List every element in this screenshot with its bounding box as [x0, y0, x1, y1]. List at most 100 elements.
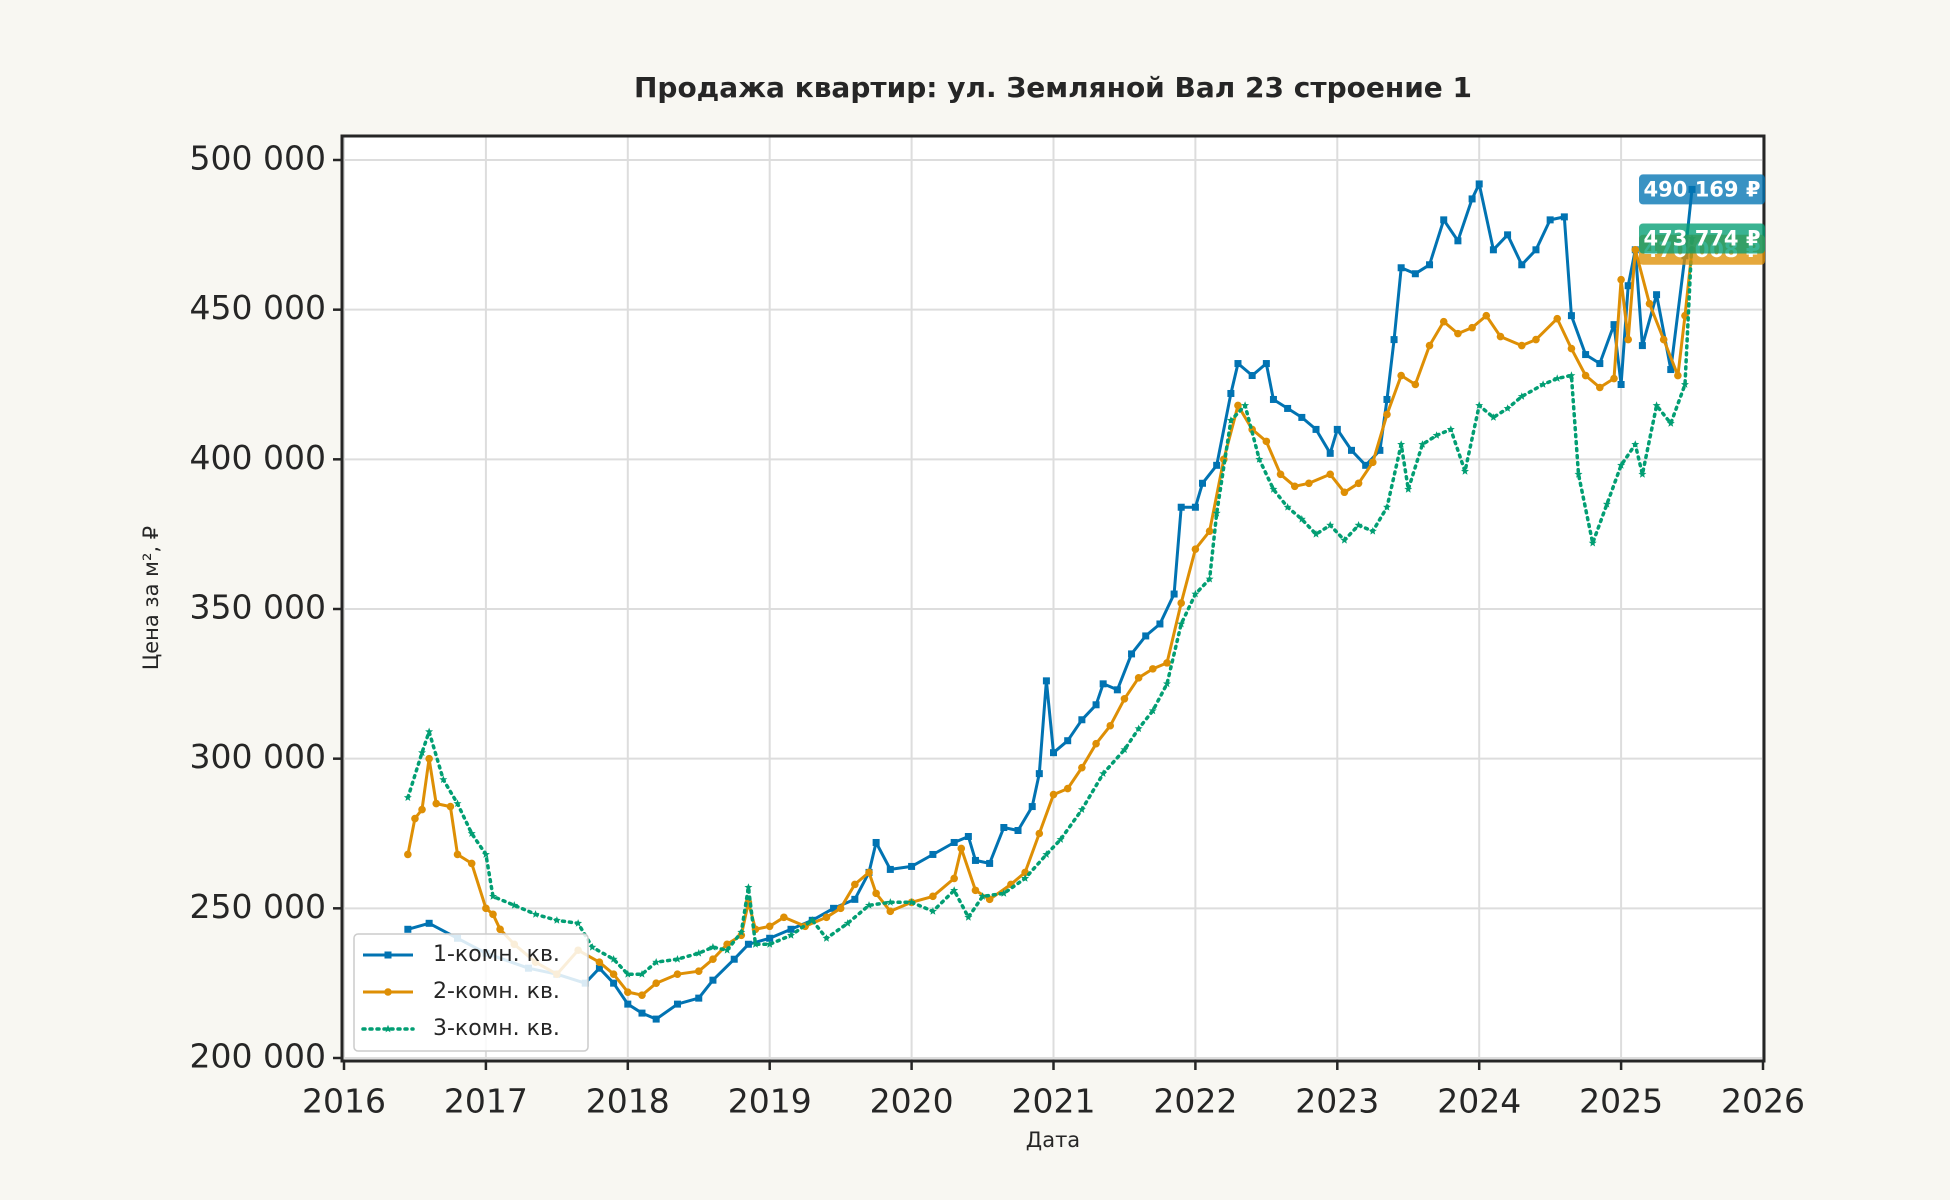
marker	[531, 910, 540, 918]
marker	[865, 901, 873, 909]
marker	[673, 970, 682, 978]
marker	[1489, 413, 1498, 421]
marker	[1092, 701, 1100, 709]
marker	[985, 895, 994, 904]
marker	[1659, 335, 1668, 344]
marker	[929, 892, 937, 901]
marker	[489, 910, 497, 919]
marker	[1298, 413, 1306, 421]
marker	[496, 925, 504, 934]
marker	[1205, 574, 1214, 583]
marker	[489, 892, 497, 900]
x-tick-label: 2019	[728, 1082, 812, 1121]
marker	[1269, 485, 1278, 493]
marker	[467, 829, 476, 837]
marker	[1078, 763, 1086, 772]
marker	[1645, 299, 1654, 308]
marker	[1113, 686, 1121, 694]
y-tick-label: 200 000	[190, 1037, 326, 1076]
marker	[1368, 458, 1377, 467]
marker	[1134, 674, 1143, 682]
marker	[1532, 246, 1540, 254]
marker	[928, 907, 937, 915]
marker	[822, 934, 831, 942]
marker	[1077, 805, 1086, 813]
marker	[709, 955, 717, 964]
marker	[595, 964, 603, 972]
marker	[1163, 679, 1171, 688]
marker	[1667, 366, 1675, 374]
marker	[652, 1015, 660, 1023]
marker	[886, 898, 895, 906]
marker	[1631, 440, 1640, 448]
x-tick-label: 2022	[1153, 1082, 1237, 1121]
annotation-text: 473 774 ₽	[1644, 227, 1761, 251]
marker	[1099, 680, 1107, 688]
x-tick-label: 2017	[444, 1082, 528, 1121]
marker	[1426, 261, 1434, 269]
marker	[1404, 485, 1413, 493]
marker	[787, 931, 795, 939]
marker	[1397, 440, 1406, 448]
marker	[765, 922, 774, 931]
marker	[609, 955, 618, 963]
y-tick-label: 400 000	[190, 438, 326, 477]
marker	[1063, 784, 1072, 793]
marker	[1269, 395, 1277, 403]
marker	[1617, 461, 1626, 469]
marker	[1425, 341, 1434, 350]
marker	[384, 988, 392, 996]
marker	[432, 799, 441, 808]
marker	[1638, 342, 1646, 350]
marker	[851, 895, 859, 903]
marker	[950, 874, 958, 883]
marker	[1156, 620, 1164, 628]
marker	[1439, 317, 1448, 326]
marker	[971, 886, 980, 895]
marker	[1567, 312, 1575, 320]
marker	[1653, 291, 1661, 299]
marker	[425, 754, 433, 763]
marker	[1674, 371, 1682, 380]
marker	[1021, 874, 1030, 882]
marker	[978, 892, 987, 900]
marker	[1504, 231, 1512, 239]
marker	[652, 979, 660, 987]
marker	[384, 1024, 392, 1033]
marker	[1418, 440, 1427, 448]
marker	[1383, 410, 1391, 419]
legend-label: 3-комн. кв.	[433, 1016, 560, 1041]
marker	[694, 967, 703, 975]
annotation-box	[1639, 174, 1765, 205]
marker	[1518, 261, 1526, 269]
marker	[1475, 401, 1484, 409]
marker	[1142, 632, 1150, 640]
marker	[830, 904, 838, 912]
marker	[1546, 216, 1554, 224]
marker	[384, 951, 392, 959]
marker	[411, 814, 419, 823]
marker	[1666, 419, 1675, 427]
marker	[1177, 599, 1186, 607]
marker	[1234, 401, 1242, 410]
marker	[595, 958, 604, 967]
marker	[1617, 275, 1625, 284]
y-axis-label: Цена за м², ₽	[139, 526, 163, 670]
marker	[1574, 470, 1583, 478]
marker	[467, 859, 476, 868]
marker	[822, 913, 831, 922]
marker	[1149, 665, 1157, 673]
marker	[1056, 835, 1065, 843]
marker	[673, 955, 682, 963]
marker	[403, 793, 412, 801]
marker	[1234, 360, 1242, 368]
marker	[652, 958, 661, 966]
marker	[1035, 829, 1044, 838]
marker	[1489, 246, 1497, 254]
marker	[482, 904, 490, 913]
marker	[872, 889, 880, 898]
marker	[1297, 515, 1306, 523]
marker	[1340, 488, 1349, 497]
marker	[1284, 404, 1292, 412]
